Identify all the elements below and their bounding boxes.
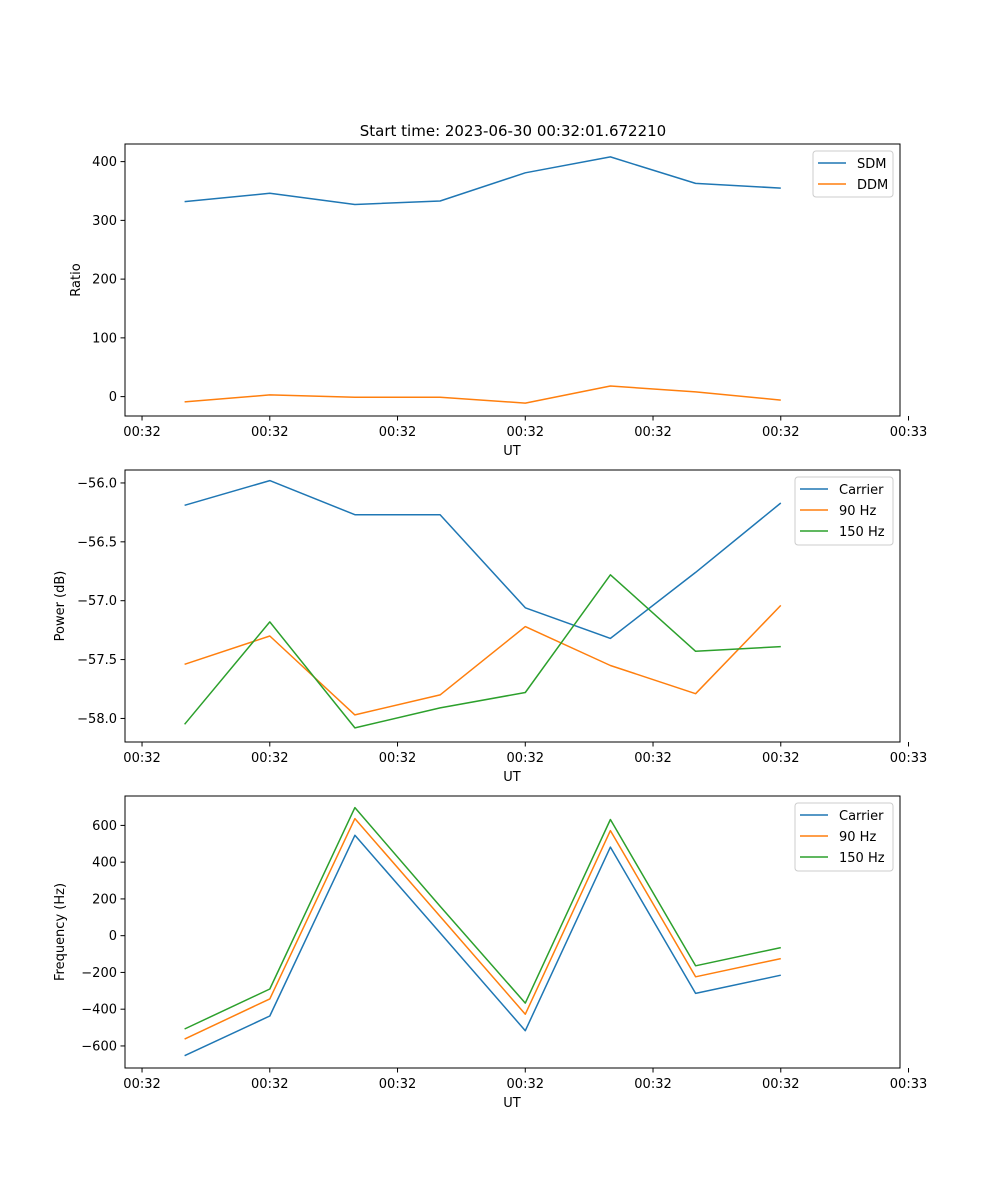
- x-tick-label: 00:32: [634, 1077, 671, 1092]
- axes-frame: [124, 795, 901, 1069]
- x-tick-label: 00:32: [762, 1077, 799, 1092]
- axes-frame: [124, 143, 901, 417]
- series-line-carrier: [184, 834, 781, 1057]
- x-tick-label: 00:32: [762, 425, 799, 440]
- x-tick-label: 00:32: [379, 1077, 416, 1092]
- legend-label: 150 Hz: [839, 851, 885, 866]
- x-tick-label: 00:32: [251, 1077, 288, 1092]
- y-tick-label: −600: [81, 1039, 117, 1054]
- x-tick-label: 00:32: [123, 425, 160, 440]
- x-axis-label: UT: [503, 1096, 521, 1111]
- y-axis-label: Power (dB): [53, 571, 68, 642]
- y-tick-label: −56.5: [77, 535, 117, 550]
- y-axis-label: Ratio: [69, 263, 84, 296]
- y-tick-label: 200: [92, 273, 117, 288]
- legend-label: SDM: [857, 157, 886, 172]
- series-line-ddm: [184, 385, 781, 404]
- y-tick-label: 100: [92, 331, 117, 346]
- x-tick-label: 00:32: [251, 751, 288, 766]
- legend-box: [794, 802, 894, 872]
- x-tick-label: 00:32: [251, 425, 288, 440]
- subplot-1: 00:32 00:32 00:32 00:32 00:32 00:32 00:33 0 100 2…: [69, 143, 927, 459]
- x-tick-label: 00:32: [379, 425, 416, 440]
- legend-label: 150 Hz: [839, 525, 885, 540]
- legend-box: [794, 476, 894, 546]
- figure-title: Start time: 2023-06-30 00:32:01.672210: [360, 122, 666, 140]
- x-tick-label: 00:32: [123, 1077, 160, 1092]
- subplots: 00:32 00:32 00:32 00:32 00:32 00:32 00:33 0 100 2…: [53, 143, 927, 1111]
- y-tick-label: 600: [92, 819, 117, 834]
- x-tick-label: 00:32: [634, 751, 671, 766]
- subplot-2: 00:32 00:32 00:32 00:32 00:32 00:32 00:33 −56.0…: [53, 469, 927, 785]
- y-tick-label: −58.0: [77, 712, 117, 727]
- series-line-90-hz: [184, 604, 782, 716]
- series-line-sdm: [184, 156, 781, 206]
- legend: Carrier 90 Hz 150 Hz: [794, 476, 894, 546]
- x-tick-label: 00:32: [507, 425, 544, 440]
- x-tick-label: 00:33: [890, 1077, 927, 1092]
- x-tick-label: 00:32: [634, 425, 671, 440]
- x-tick-label: 00:32: [762, 751, 799, 766]
- legend-label: Carrier: [839, 483, 884, 498]
- x-tick-label: 00:33: [890, 751, 927, 766]
- x-axis-label: UT: [503, 770, 521, 785]
- y-tick-label: 400: [92, 155, 117, 170]
- y-tick-label: 200: [92, 892, 117, 907]
- series-line-carrier: [184, 479, 782, 640]
- x-tick-label: 00:32: [507, 1077, 544, 1092]
- legend: SDM DDM: [812, 150, 894, 198]
- y-axis-label: Frequency (Hz): [53, 883, 68, 981]
- y-tick-label: −57.0: [77, 594, 117, 609]
- x-tick-label: 00:32: [379, 751, 416, 766]
- axes-frame: [124, 469, 901, 743]
- legend-label: Carrier: [839, 809, 884, 824]
- y-tick-label: 0: [109, 929, 117, 944]
- legend-label: 90 Hz: [839, 504, 876, 519]
- x-tick-label: 00:32: [507, 751, 544, 766]
- y-tick-label: 0: [109, 390, 117, 405]
- y-tick-label: −57.5: [77, 653, 117, 668]
- legend-label: DDM: [857, 178, 888, 193]
- x-axis-label: UT: [503, 444, 521, 459]
- y-tick-label: 400: [92, 856, 117, 871]
- x-tick-label: 00:33: [890, 425, 927, 440]
- series-line-90-hz: [184, 817, 781, 1040]
- x-tick-label: 00:32: [123, 751, 160, 766]
- legend: Carrier 90 Hz 150 Hz: [794, 802, 894, 872]
- y-tick-label: −56.0: [77, 476, 117, 491]
- series-line-150-hz: [184, 574, 781, 729]
- legend-label: 90 Hz: [839, 830, 876, 845]
- subplot-3: 00:32 00:32 00:32 00:32 00:32 00:32 00:33 −600 −…: [53, 795, 927, 1111]
- series-line-150-hz: [184, 806, 781, 1030]
- y-tick-label: −200: [81, 966, 117, 981]
- y-tick-label: −400: [81, 1003, 117, 1018]
- y-tick-label: 300: [92, 214, 117, 229]
